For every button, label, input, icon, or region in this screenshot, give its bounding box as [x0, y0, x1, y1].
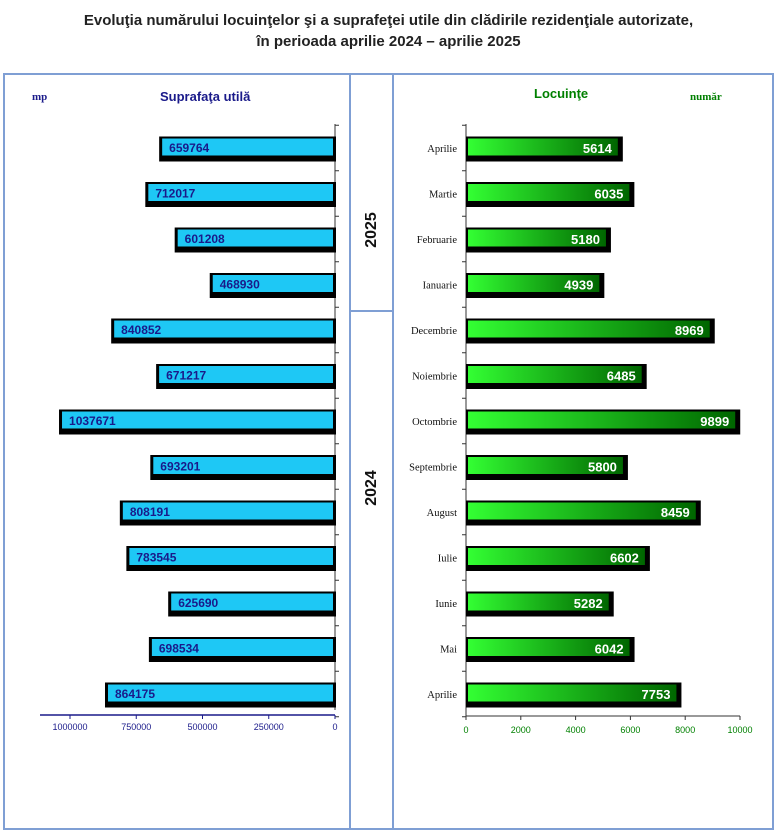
right-bar-value-label: 6485	[607, 369, 636, 384]
right-unit-label: număr	[690, 91, 722, 103]
left-bar-value-label: 712017	[155, 187, 195, 201]
chart-title: Evoluţia numărului locuinţelor şi a supr…	[0, 10, 777, 52]
right-bar	[468, 684, 677, 702]
left-bar	[177, 229, 333, 247]
left-bar	[153, 457, 333, 474]
right-category-label: Ianuarie	[423, 281, 458, 292]
divider-right	[392, 75, 394, 830]
right-category-label: Iulie	[438, 554, 458, 565]
right-bar-value-label: 7753	[642, 687, 671, 702]
left-bar-value-label: 698534	[159, 642, 199, 656]
right-bar	[468, 320, 710, 338]
left-bar	[122, 502, 334, 520]
right-bar	[468, 502, 696, 520]
right-bar-value-label: 8459	[661, 505, 690, 520]
right-bar-value-label: 6602	[610, 551, 639, 566]
right-bar	[468, 593, 609, 611]
right-category-label: Decembrie	[411, 326, 457, 337]
left-bar-value-label: 671217	[166, 369, 206, 383]
left-bar-value-label: 468930	[220, 278, 260, 292]
chart-frame	[3, 73, 774, 830]
left-bar-value-label: 659764	[169, 141, 209, 155]
left-axis-tick-label: 750000	[121, 722, 151, 732]
right-category-label: Septembrie	[409, 463, 457, 474]
right-category-label: Iunie	[435, 599, 457, 610]
right-axis-tick-label: 0	[463, 725, 468, 735]
right-bar	[468, 229, 606, 247]
right-bar-value-label: 9899	[700, 414, 729, 429]
left-bar-value-label: 601208	[185, 232, 225, 246]
right-bar-value-label: 5800	[588, 460, 617, 475]
left-bar	[212, 275, 333, 292]
left-bar	[129, 548, 333, 565]
left-bar	[148, 184, 333, 201]
right-category-label: Februarie	[417, 235, 458, 246]
left-bar	[162, 138, 333, 156]
left-bar	[159, 366, 333, 383]
right-category-label: Aprilie	[427, 144, 457, 155]
right-bar	[468, 184, 630, 201]
right-category-label: Noiembrie	[412, 372, 457, 383]
right-category-label: Mai	[440, 645, 457, 656]
title-line-1: Evoluţia numărului locuinţelor şi a supr…	[83, 12, 694, 29]
right-bar	[468, 366, 642, 383]
left-axis-tick-label: 250000	[254, 722, 284, 732]
right-axis-tick-label: 10000	[727, 725, 752, 735]
left-bar-value-label: 693201	[160, 460, 200, 474]
right-axis-tick-label: 8000	[675, 725, 695, 735]
right-bar	[468, 457, 623, 474]
right-bar	[468, 275, 600, 292]
left-bar-value-label: 625690	[178, 596, 218, 610]
left-bar	[62, 411, 334, 429]
right-bar	[468, 639, 630, 656]
left-bar-value-label: 864175	[115, 687, 155, 701]
right-bar-value-label: 5282	[574, 596, 603, 611]
left-bar-value-label: 840852	[121, 323, 161, 337]
left-bar	[114, 320, 333, 338]
right-bar	[468, 138, 618, 156]
right-bar-value-label: 4939	[564, 278, 593, 293]
right-axis-tick-label: 4000	[566, 725, 586, 735]
right-category-label: Aprilie	[427, 690, 457, 701]
right-category-label: Martie	[429, 190, 457, 201]
right-bar-value-label: 6035	[594, 187, 623, 202]
year-separator	[349, 310, 394, 312]
left-axis-tick-label: 1000000	[52, 722, 87, 732]
left-axis-tick-label: 500000	[187, 722, 217, 732]
left-bar	[107, 684, 333, 702]
title-line-2: în perioada aprilie 2024 – aprilie 2025	[256, 33, 521, 50]
left-bar-value-label: 1037671	[69, 414, 116, 428]
divider-left	[349, 75, 351, 830]
left-bar-value-label: 783545	[136, 551, 176, 565]
right-bar-value-label: 5180	[571, 232, 600, 247]
right-axis-tick-label: 2000	[511, 725, 531, 735]
right-bar	[468, 411, 736, 429]
left-bar	[151, 639, 333, 656]
left-axis-tick-label: 0	[332, 722, 337, 732]
left-unit-label: mp	[32, 91, 48, 103]
left-chart-title: Suprafaţa utilă	[160, 89, 251, 104]
left-bar	[171, 593, 333, 611]
right-bar	[468, 548, 645, 565]
right-category-label: Octombrie	[412, 417, 457, 428]
right-chart-title: Locuinţe	[534, 86, 589, 101]
right-bar-value-label: 6042	[595, 642, 624, 657]
right-bar-value-label: 8969	[675, 323, 704, 338]
right-bar-value-label: 5614	[583, 141, 613, 156]
right-axis-tick-label: 6000	[620, 725, 640, 735]
right-category-label: August	[427, 508, 457, 519]
left-bar-value-label: 808191	[130, 505, 170, 519]
